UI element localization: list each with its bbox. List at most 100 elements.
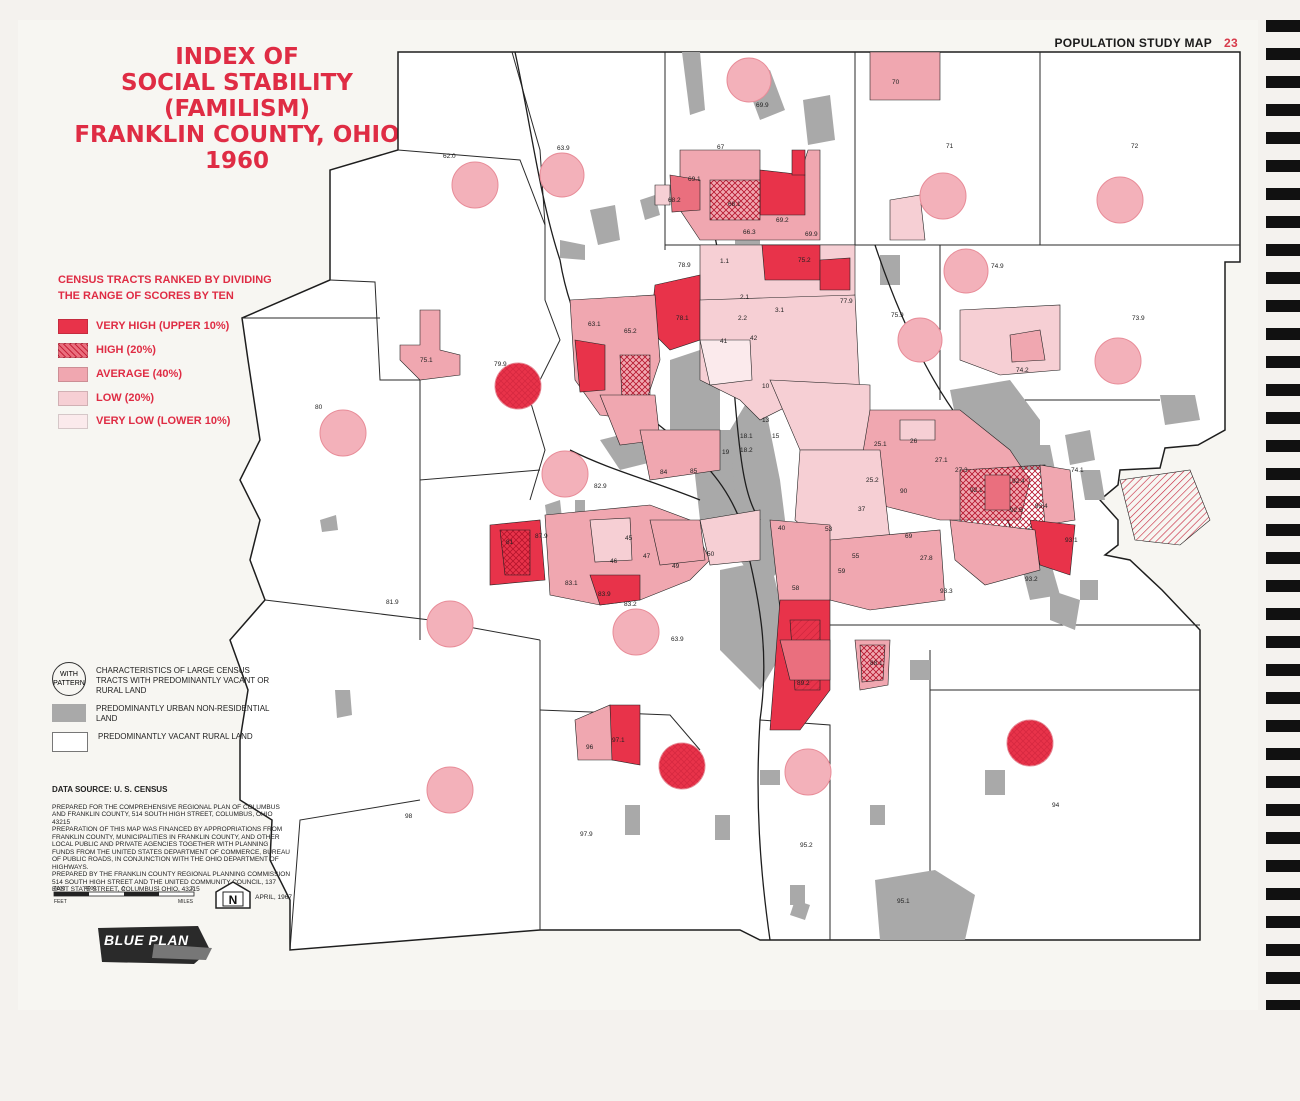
tract-label: 77.9: [840, 298, 853, 305]
tract-label: 82.9: [594, 483, 607, 490]
tract-label: 2.1: [740, 294, 749, 301]
spiral-binding: [1266, 20, 1300, 1010]
with-pattern-symbol: WITH PATTERN: [52, 662, 86, 696]
tract-label: 70: [892, 79, 900, 86]
tract-label: 75.2: [798, 257, 811, 264]
tract-label: 63.1: [588, 321, 601, 328]
legend-title-line-2: THE RANGE OF SCORES BY TEN: [58, 290, 234, 302]
north-arrow-icon: N: [215, 881, 251, 909]
tract-label: 19: [722, 449, 730, 456]
tract-label: 83.1: [565, 580, 578, 587]
tract-label: 25.1: [874, 441, 887, 448]
urban-swatch: [52, 704, 86, 722]
tract-label: 50: [707, 551, 715, 558]
legend-swatch: [58, 366, 88, 382]
tract-label: 45: [625, 535, 633, 542]
tract-label: 97.1: [612, 737, 625, 744]
tract-label: 93.1: [1065, 537, 1078, 544]
tract-label: 68.2: [668, 197, 681, 204]
pattern-row-vacant: PREDOMINANTLY VACANT RURAL LAND: [52, 732, 272, 752]
tract-label: 79.9: [494, 361, 507, 368]
scale-unit-miles: MILES: [178, 899, 194, 905]
tract-label: 90: [900, 488, 908, 495]
legend-label: HIGH (20%): [96, 344, 156, 356]
tract-label: 10: [762, 383, 770, 390]
tract-label: 40: [778, 525, 786, 532]
tract-label: 63.9: [671, 636, 684, 643]
tract-label: 42: [750, 335, 758, 342]
tract-label: 1.1: [720, 258, 729, 265]
tract-label: 85: [690, 468, 698, 475]
tract-label: 93.2: [1025, 576, 1038, 583]
tract-label: 88.1: [870, 660, 883, 667]
tract-label: 92.1: [970, 487, 983, 494]
source-notes: DATA SOURCE: U. S. CENSUS PREPARED FOR T…: [52, 786, 292, 901]
tract-label: 37: [858, 506, 866, 513]
urban-tracts: [399, 51, 1211, 766]
tract-label: 2.2: [738, 315, 747, 322]
north-label: N: [229, 893, 238, 907]
tract-label: 80: [315, 404, 323, 411]
blue-plan-logo: [98, 926, 212, 964]
tract-label: 47: [643, 553, 651, 560]
legend-item-average: AVERAGE (40%): [58, 366, 182, 382]
tract-label: 75.1: [420, 357, 433, 364]
page-number: 23: [1224, 36, 1238, 50]
tract-label: 65.2: [624, 328, 637, 335]
tract-label: 25.2: [866, 477, 879, 484]
legend-label: AVERAGE (40%): [96, 368, 182, 380]
source-paragraph-3: PREPARED BY THE FRANKLIN COUNTY REGIONAL…: [52, 871, 291, 893]
tract-label: 62.0: [443, 153, 456, 160]
tract-label: 74.9: [991, 263, 1004, 270]
pattern-text: PREDOMINANTLY VACANT RURAL LAND: [98, 732, 253, 741]
pattern-text: CHARACTERISTICS OF LARGE CENSUS TRACTS W…: [96, 666, 270, 695]
tract-label: 83.2: [624, 601, 637, 608]
tract-label: 18.1: [740, 433, 753, 440]
legend-swatch: [58, 390, 88, 406]
blue-plan-wordmark: BLUE PLAN: [104, 932, 189, 948]
tract-label: 41: [720, 338, 728, 345]
tract-label: 18.2: [740, 447, 753, 454]
tract-label: 96: [586, 744, 594, 751]
tract-label: 66.3: [743, 229, 756, 236]
pattern-legend: WITH PATTERN CHARACTERISTICS OF LARGE CE…: [52, 662, 272, 760]
legend-item-very-high: VERY HIGH (UPPER 10%): [58, 318, 229, 334]
title-line-4: 1960: [204, 148, 269, 174]
legend-title: CENSUS TRACTS RANKED BY DIVIDING THE RAN…: [58, 272, 298, 304]
legend-swatch: [58, 413, 88, 429]
scale-label: 0: [122, 886, 125, 892]
pattern-text: PREDOMINANTLY URBAN NON-RESIDENTIAL LAND: [96, 704, 270, 723]
tract-label: 13: [762, 417, 770, 424]
scale-label: 2: [191, 886, 194, 892]
source-date: APRIL, 1967: [255, 893, 292, 901]
tract-label: 73.9: [1132, 315, 1145, 322]
source-paragraph-1: PREPARED FOR THE COMPREHENSIVE REGIONAL …: [52, 803, 280, 826]
tract-label: 58: [792, 585, 800, 592]
legend-item-very-low: VERY LOW (LOWER 10%): [58, 413, 230, 429]
tract-label: 55: [852, 553, 860, 560]
tract-label: 93.4: [1035, 503, 1048, 510]
scale-label: 1: [157, 886, 160, 892]
tract-label: 27.1: [935, 457, 948, 464]
tract-label: 75.9: [891, 312, 904, 319]
tract-label: 46: [610, 558, 618, 565]
pattern-row-urban: PREDOMINANTLY URBAN NON-RESIDENTIAL LAND: [52, 704, 272, 724]
tract-label: 81: [506, 539, 514, 546]
tract-label: 3.1: [775, 307, 784, 314]
page-header: POPULATION STUDY MAP 23: [1054, 36, 1238, 50]
legend-title-line-1: CENSUS TRACTS RANKED BY DIVIDING: [58, 274, 272, 286]
legend-label: VERY HIGH (UPPER 10%): [96, 320, 230, 332]
tract-label: 69: [905, 533, 913, 540]
legend-swatch: [58, 318, 88, 334]
scale-label: 4000: [85, 886, 96, 892]
tract-label: 98: [405, 813, 413, 820]
tract-label: 84: [660, 469, 668, 476]
scale-bar: 8000 4000 0 1 2 FEET MILES: [53, 886, 195, 905]
tract-label: 74.1: [1071, 467, 1084, 474]
tract-label: 81.9: [386, 599, 399, 606]
tract-label: 83.9: [598, 591, 611, 598]
tract-label: 49: [672, 563, 680, 570]
tract-labels: 62.0 63.9 69.9 70 71 72 67 69.1 68.1 68.…: [315, 79, 1145, 905]
